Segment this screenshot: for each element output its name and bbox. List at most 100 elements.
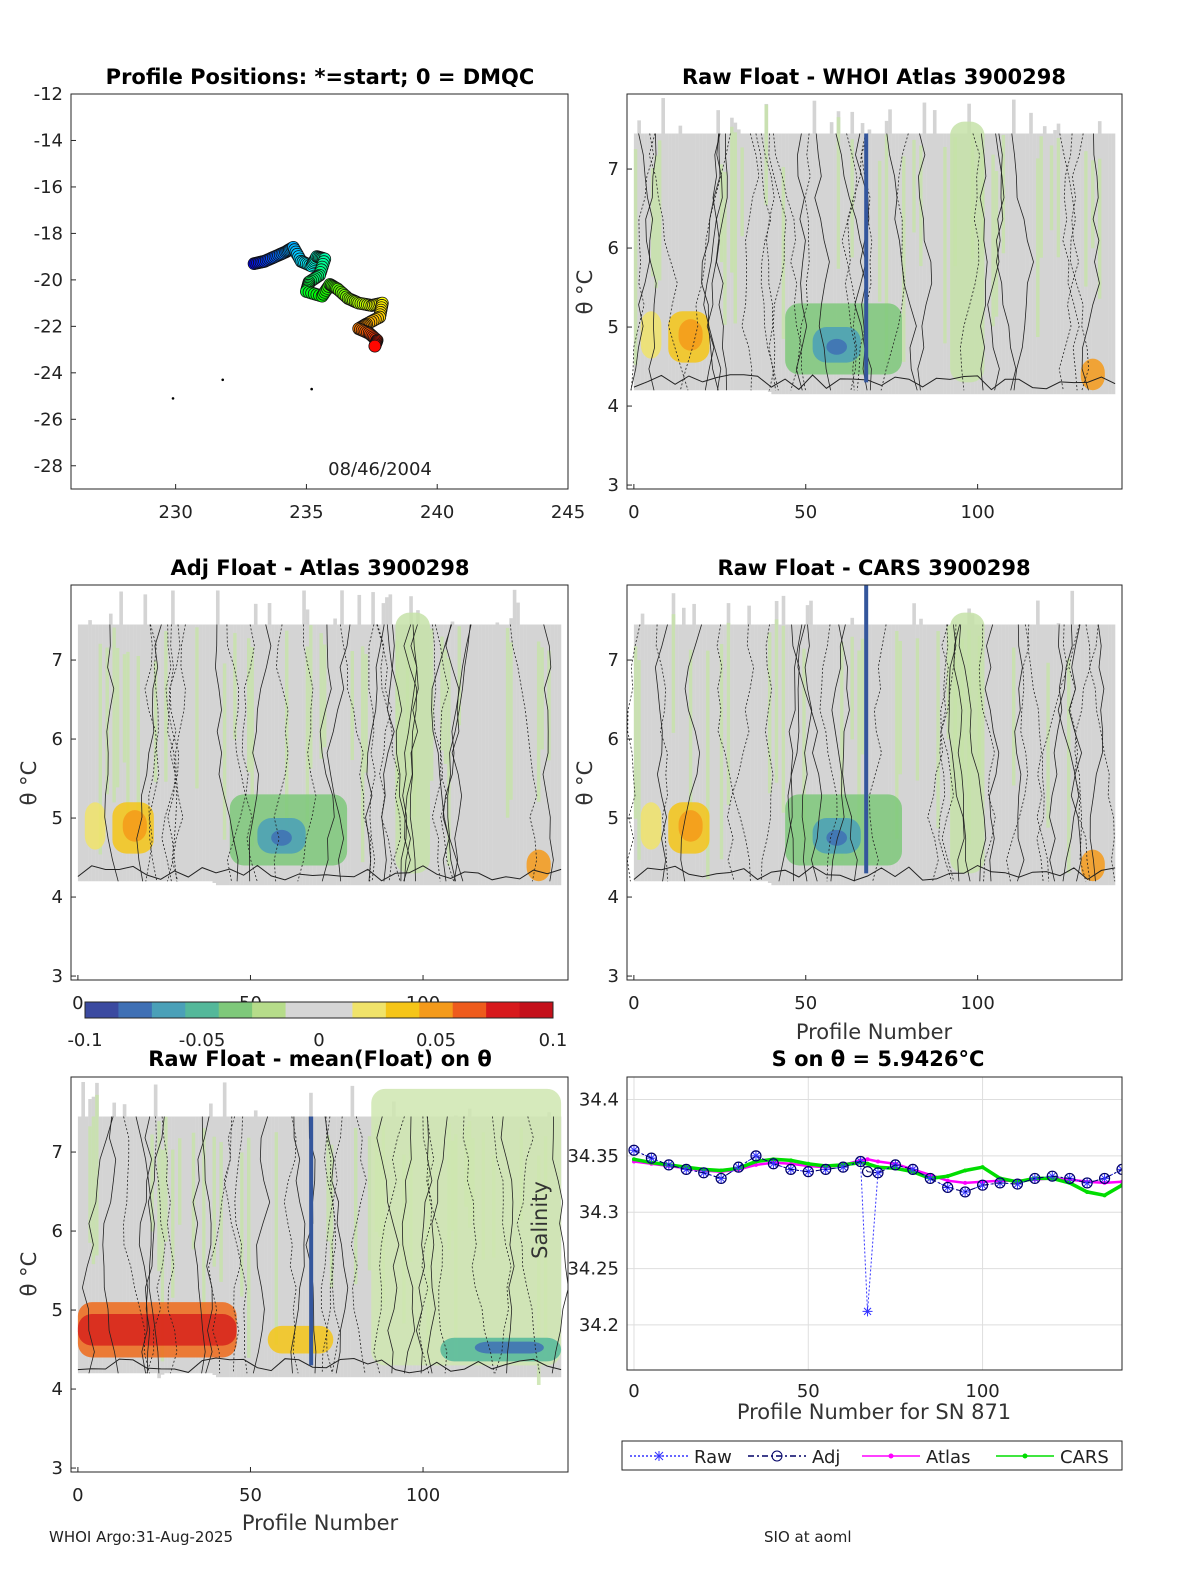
contour-line xyxy=(233,1116,244,1374)
field-column xyxy=(77,1116,82,1374)
contour-line xyxy=(959,133,981,391)
field-column xyxy=(795,624,800,886)
field-column xyxy=(126,1116,130,1374)
field-column xyxy=(898,133,903,395)
contour-line xyxy=(77,864,562,882)
field-column xyxy=(922,102,927,395)
field-column xyxy=(668,133,672,391)
series-adj-marker xyxy=(680,1163,692,1176)
axis-ticks: 0 50 100 3 4 5 6 7 xyxy=(608,159,995,523)
field-patch xyxy=(719,644,724,860)
field-column xyxy=(936,133,940,395)
field-patch xyxy=(505,627,510,818)
contour-line xyxy=(368,624,376,882)
field-column xyxy=(319,1116,324,1378)
field-column xyxy=(644,133,648,391)
field-column xyxy=(278,624,282,886)
field-column xyxy=(812,624,817,886)
field-column xyxy=(312,1116,317,1378)
legend-label: CARS xyxy=(1060,1447,1109,1468)
field-patch xyxy=(726,622,731,806)
y-tick-label: 34.4 xyxy=(579,1090,619,1111)
y-axis-label: θ °C xyxy=(17,761,41,806)
field-column xyxy=(1032,133,1037,395)
contour-line xyxy=(979,133,988,391)
field-column xyxy=(250,1116,255,1378)
contour-line xyxy=(760,624,774,882)
field-column xyxy=(233,1116,237,1378)
colorbar-tick-label: 0.05 xyxy=(416,1030,456,1051)
contour-line xyxy=(445,624,463,882)
field-column xyxy=(88,620,92,882)
field-column xyxy=(743,133,748,391)
field-patch xyxy=(730,126,734,273)
field-column xyxy=(932,624,937,886)
panel-raw-whoi-atlas: Raw Float - WHOI Atlas 3900298 θ °C 0 50 1… xyxy=(573,65,1123,523)
field-patch xyxy=(884,134,889,362)
anomaly-patch xyxy=(678,810,703,842)
contour-line xyxy=(377,624,401,882)
contour-line xyxy=(386,624,411,882)
series-raw-marker xyxy=(750,1150,761,1161)
field-column xyxy=(264,1116,268,1378)
field-column xyxy=(733,624,738,882)
chart-y-label: Salinity xyxy=(528,1181,552,1259)
field-column xyxy=(712,133,717,391)
field-column xyxy=(702,624,707,882)
x-tick-label: 240 xyxy=(420,502,454,523)
field-column xyxy=(888,109,892,395)
y-tick-label: 5 xyxy=(608,317,619,338)
field-column xyxy=(105,1116,110,1374)
field-column xyxy=(540,624,545,886)
x-tick-label: 100 xyxy=(960,993,994,1014)
field-column xyxy=(664,133,669,391)
field-column xyxy=(664,624,669,882)
field-column xyxy=(788,133,793,395)
field-column xyxy=(1094,624,1099,886)
legend-label: Raw xyxy=(694,1447,732,1468)
field-column xyxy=(926,624,930,886)
contour-line xyxy=(886,133,918,391)
field-column xyxy=(678,624,683,882)
chart-grid xyxy=(627,1077,1122,1370)
anomaly-patch xyxy=(395,612,430,874)
field-column xyxy=(326,1116,331,1378)
contour-line xyxy=(755,133,779,391)
field-patch xyxy=(177,1138,182,1225)
contour-line xyxy=(192,1116,210,1374)
series-adj-marker xyxy=(1116,1163,1122,1176)
field-column xyxy=(136,1116,141,1374)
field-patch xyxy=(1036,158,1040,338)
anomaly-patch xyxy=(526,849,551,882)
y-tick-label: 3 xyxy=(52,966,63,987)
contour-line xyxy=(703,133,722,391)
field-column xyxy=(761,624,765,882)
field-column xyxy=(150,624,155,882)
series-adj-marker xyxy=(1029,1172,1041,1185)
field-patch xyxy=(1046,662,1050,828)
field-column xyxy=(115,1116,120,1374)
contour-line xyxy=(161,1116,178,1374)
outlier-profile xyxy=(864,585,869,874)
x-tick-label: 235 xyxy=(289,502,323,523)
field-column xyxy=(112,1102,117,1374)
field-column xyxy=(516,602,520,886)
series-raw-marker xyxy=(681,1164,692,1175)
field-column xyxy=(1060,133,1064,395)
field-column xyxy=(336,1116,341,1378)
field-patch xyxy=(443,650,448,764)
contour-line xyxy=(146,1116,166,1374)
contour-line xyxy=(551,1116,568,1374)
field-column xyxy=(778,624,782,886)
y-tick-label: 3 xyxy=(608,475,619,496)
field-patch xyxy=(651,168,655,277)
field-column xyxy=(354,624,358,886)
field-column xyxy=(661,624,665,882)
contour-line xyxy=(138,1116,153,1374)
field-column xyxy=(253,1110,258,1378)
contour-line xyxy=(201,1116,213,1374)
field-column xyxy=(833,133,837,395)
field-column xyxy=(281,624,286,886)
field-column xyxy=(939,133,944,395)
anomaly-patch xyxy=(640,311,662,359)
